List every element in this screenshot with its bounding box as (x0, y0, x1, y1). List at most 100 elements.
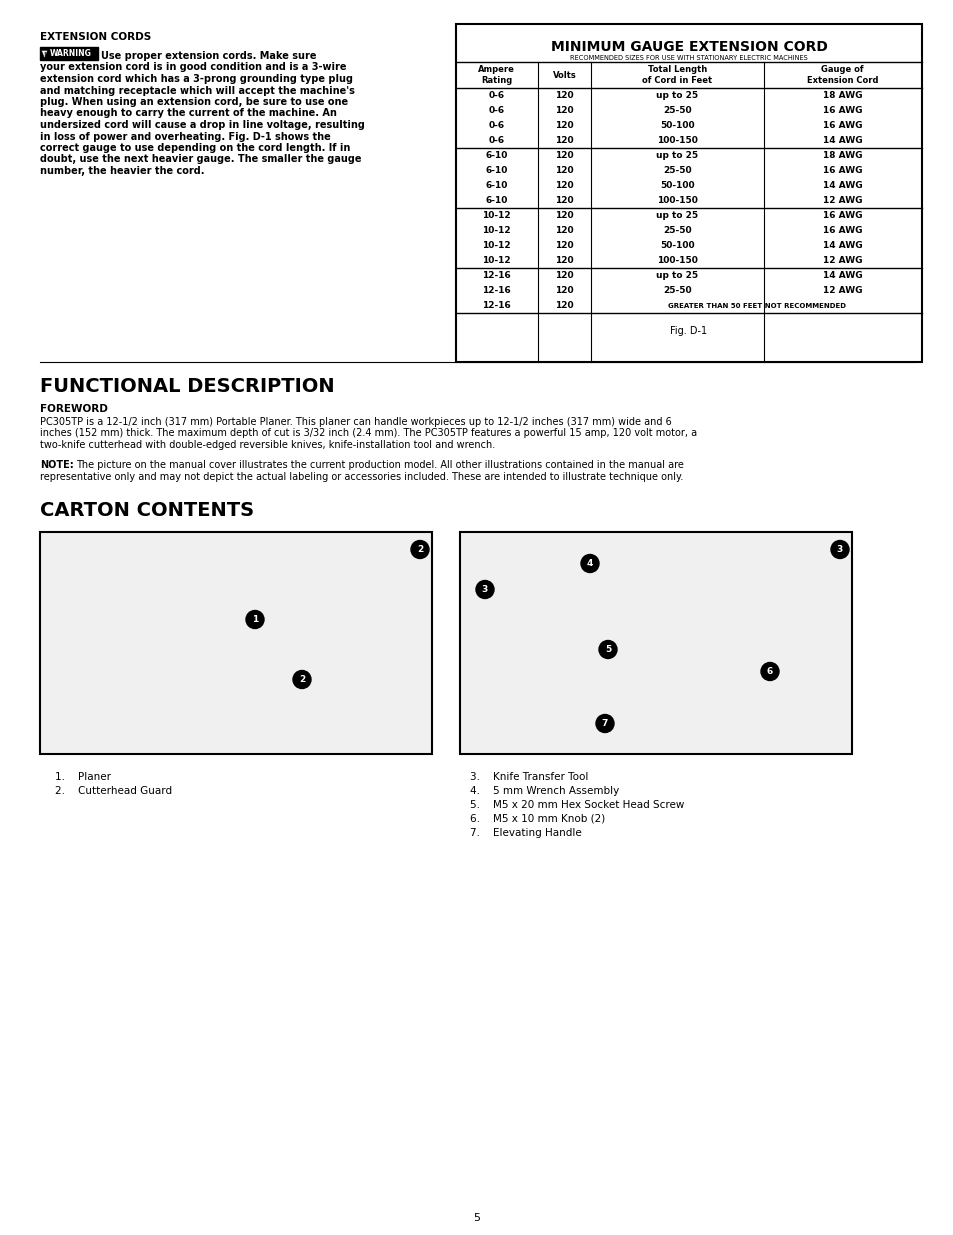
Circle shape (411, 541, 429, 558)
Text: 100-150: 100-150 (657, 136, 697, 144)
Text: 120: 120 (555, 182, 573, 190)
Text: 10-12: 10-12 (482, 211, 511, 220)
Text: Use proper extension cords. Make sure: Use proper extension cords. Make sure (101, 51, 316, 61)
Text: representative only and may not depict the actual labeling or accessories includ: representative only and may not depict t… (40, 472, 682, 482)
Circle shape (830, 541, 848, 558)
Text: 25-50: 25-50 (662, 106, 691, 115)
Text: 18 AWG: 18 AWG (822, 91, 862, 100)
Text: extension cord which has a 3-prong grounding type plug: extension cord which has a 3-prong groun… (40, 74, 353, 84)
Text: 16 AWG: 16 AWG (822, 226, 862, 235)
Text: Total Length
of Cord in Feet: Total Length of Cord in Feet (641, 65, 712, 85)
Text: in loss of power and overheating. Fig. D-1 shows the: in loss of power and overheating. Fig. D… (40, 131, 331, 142)
Text: 120: 120 (555, 121, 573, 130)
Text: 2: 2 (298, 676, 305, 684)
Text: EXTENSION CORDS: EXTENSION CORDS (40, 32, 152, 42)
Text: 14 AWG: 14 AWG (822, 270, 862, 280)
Text: plug. When using an extension cord, be sure to use one: plug. When using an extension cord, be s… (40, 98, 348, 107)
Text: 6.    M5 x 10 mm Knob (2): 6. M5 x 10 mm Knob (2) (470, 814, 604, 824)
Text: Volts: Volts (552, 70, 576, 79)
Text: NOTE:: NOTE: (40, 461, 73, 471)
Text: 50-100: 50-100 (659, 241, 694, 249)
Text: up to 25: up to 25 (656, 151, 698, 161)
Text: 16 AWG: 16 AWG (822, 106, 862, 115)
Circle shape (596, 715, 614, 732)
Text: 12 AWG: 12 AWG (822, 196, 862, 205)
Circle shape (246, 610, 264, 629)
Text: CARTON CONTENTS: CARTON CONTENTS (40, 501, 253, 520)
Text: 12-16: 12-16 (482, 301, 511, 310)
Text: 120: 120 (555, 196, 573, 205)
Text: Gauge of
Extension Cord: Gauge of Extension Cord (806, 65, 878, 85)
Polygon shape (42, 51, 48, 58)
Text: RECOMMENDED SIZES FOR USE WITH STATIONARY ELECTRIC MACHINES: RECOMMENDED SIZES FOR USE WITH STATIONAR… (570, 56, 807, 61)
Text: and matching receptacle which will accept the machine's: and matching receptacle which will accep… (40, 85, 355, 95)
Text: 0-6: 0-6 (488, 121, 504, 130)
Text: 120: 120 (555, 165, 573, 175)
Text: 12 AWG: 12 AWG (822, 256, 862, 266)
Text: 5: 5 (604, 645, 611, 655)
Text: MINIMUM GAUGE EXTENSION CORD: MINIMUM GAUGE EXTENSION CORD (550, 40, 826, 54)
Text: 6: 6 (766, 667, 772, 676)
Text: 25-50: 25-50 (662, 287, 691, 295)
Text: 120: 120 (555, 287, 573, 295)
Text: 1: 1 (252, 615, 258, 624)
Text: 0-6: 0-6 (488, 91, 504, 100)
Text: 120: 120 (555, 106, 573, 115)
Text: 120: 120 (555, 241, 573, 249)
Text: 7: 7 (601, 719, 608, 727)
Text: 16 AWG: 16 AWG (822, 165, 862, 175)
Text: number, the heavier the cord.: number, the heavier the cord. (40, 165, 204, 177)
Text: 50-100: 50-100 (659, 182, 694, 190)
Text: 50-100: 50-100 (659, 121, 694, 130)
Text: your extension cord is in good condition and is a 3-wire: your extension cord is in good condition… (40, 63, 346, 73)
Text: 18 AWG: 18 AWG (822, 151, 862, 161)
Text: two-knife cutterhead with double-edged reversible knives, knife-installation too: two-knife cutterhead with double-edged r… (40, 440, 495, 450)
Text: 7.    Elevating Handle: 7. Elevating Handle (470, 827, 581, 837)
Text: 120: 120 (555, 256, 573, 266)
Text: correct gauge to use depending on the cord length. If in: correct gauge to use depending on the co… (40, 143, 350, 153)
Text: doubt, use the next heavier gauge. The smaller the gauge: doubt, use the next heavier gauge. The s… (40, 154, 361, 164)
Text: WARNING: WARNING (50, 49, 91, 58)
Text: 25-50: 25-50 (662, 226, 691, 235)
Text: 10-12: 10-12 (482, 256, 511, 266)
Text: 120: 120 (555, 270, 573, 280)
Text: 5.    M5 x 20 mm Hex Socket Head Screw: 5. M5 x 20 mm Hex Socket Head Screw (470, 799, 683, 809)
Text: 120: 120 (555, 226, 573, 235)
Text: Ampere
Rating: Ampere Rating (477, 65, 515, 85)
Bar (459, 531, 851, 753)
Text: 0-6: 0-6 (488, 106, 504, 115)
Text: 2: 2 (416, 545, 423, 555)
Text: 4.    5 mm Wrench Assembly: 4. 5 mm Wrench Assembly (470, 785, 618, 795)
Text: 100-150: 100-150 (657, 256, 697, 266)
Text: up to 25: up to 25 (656, 91, 698, 100)
Text: 120: 120 (555, 211, 573, 220)
Text: 6-10: 6-10 (485, 182, 507, 190)
Bar (40, 47, 98, 61)
Text: PC305TP is a 12-1/2 inch (317 mm) Portable Planer. This planer can handle workpi: PC305TP is a 12-1/2 inch (317 mm) Portab… (40, 417, 671, 427)
Text: !: ! (43, 52, 46, 57)
Circle shape (293, 671, 311, 688)
Circle shape (580, 555, 598, 573)
Text: 12-16: 12-16 (482, 270, 511, 280)
Text: FUNCTIONAL DESCRIPTION: FUNCTIONAL DESCRIPTION (40, 377, 335, 396)
Circle shape (476, 580, 494, 599)
Text: 2.    Cutterhead Guard: 2. Cutterhead Guard (55, 785, 172, 795)
Text: up to 25: up to 25 (656, 211, 698, 220)
Text: 3.    Knife Transfer Tool: 3. Knife Transfer Tool (470, 772, 588, 782)
Text: 10-12: 10-12 (482, 241, 511, 249)
Text: 25-50: 25-50 (662, 165, 691, 175)
Text: 120: 120 (555, 151, 573, 161)
Text: 3: 3 (481, 585, 488, 594)
Text: 3: 3 (836, 545, 842, 555)
Text: undersized cord will cause a drop in line voltage, resulting: undersized cord will cause a drop in lin… (40, 120, 364, 130)
Text: 12-16: 12-16 (482, 287, 511, 295)
Text: FOREWORD: FOREWORD (40, 404, 108, 414)
Text: Fig. D-1: Fig. D-1 (670, 326, 707, 336)
Text: 14 AWG: 14 AWG (822, 136, 862, 144)
Text: 120: 120 (555, 136, 573, 144)
Text: 16 AWG: 16 AWG (822, 121, 862, 130)
Text: 14 AWG: 14 AWG (822, 241, 862, 249)
Text: GREATER THAN 50 FEET NOT RECOMMENDED: GREATER THAN 50 FEET NOT RECOMMENDED (667, 303, 844, 309)
Text: 6-10: 6-10 (485, 165, 507, 175)
Text: heavy enough to carry the current of the machine. An: heavy enough to carry the current of the… (40, 109, 336, 119)
